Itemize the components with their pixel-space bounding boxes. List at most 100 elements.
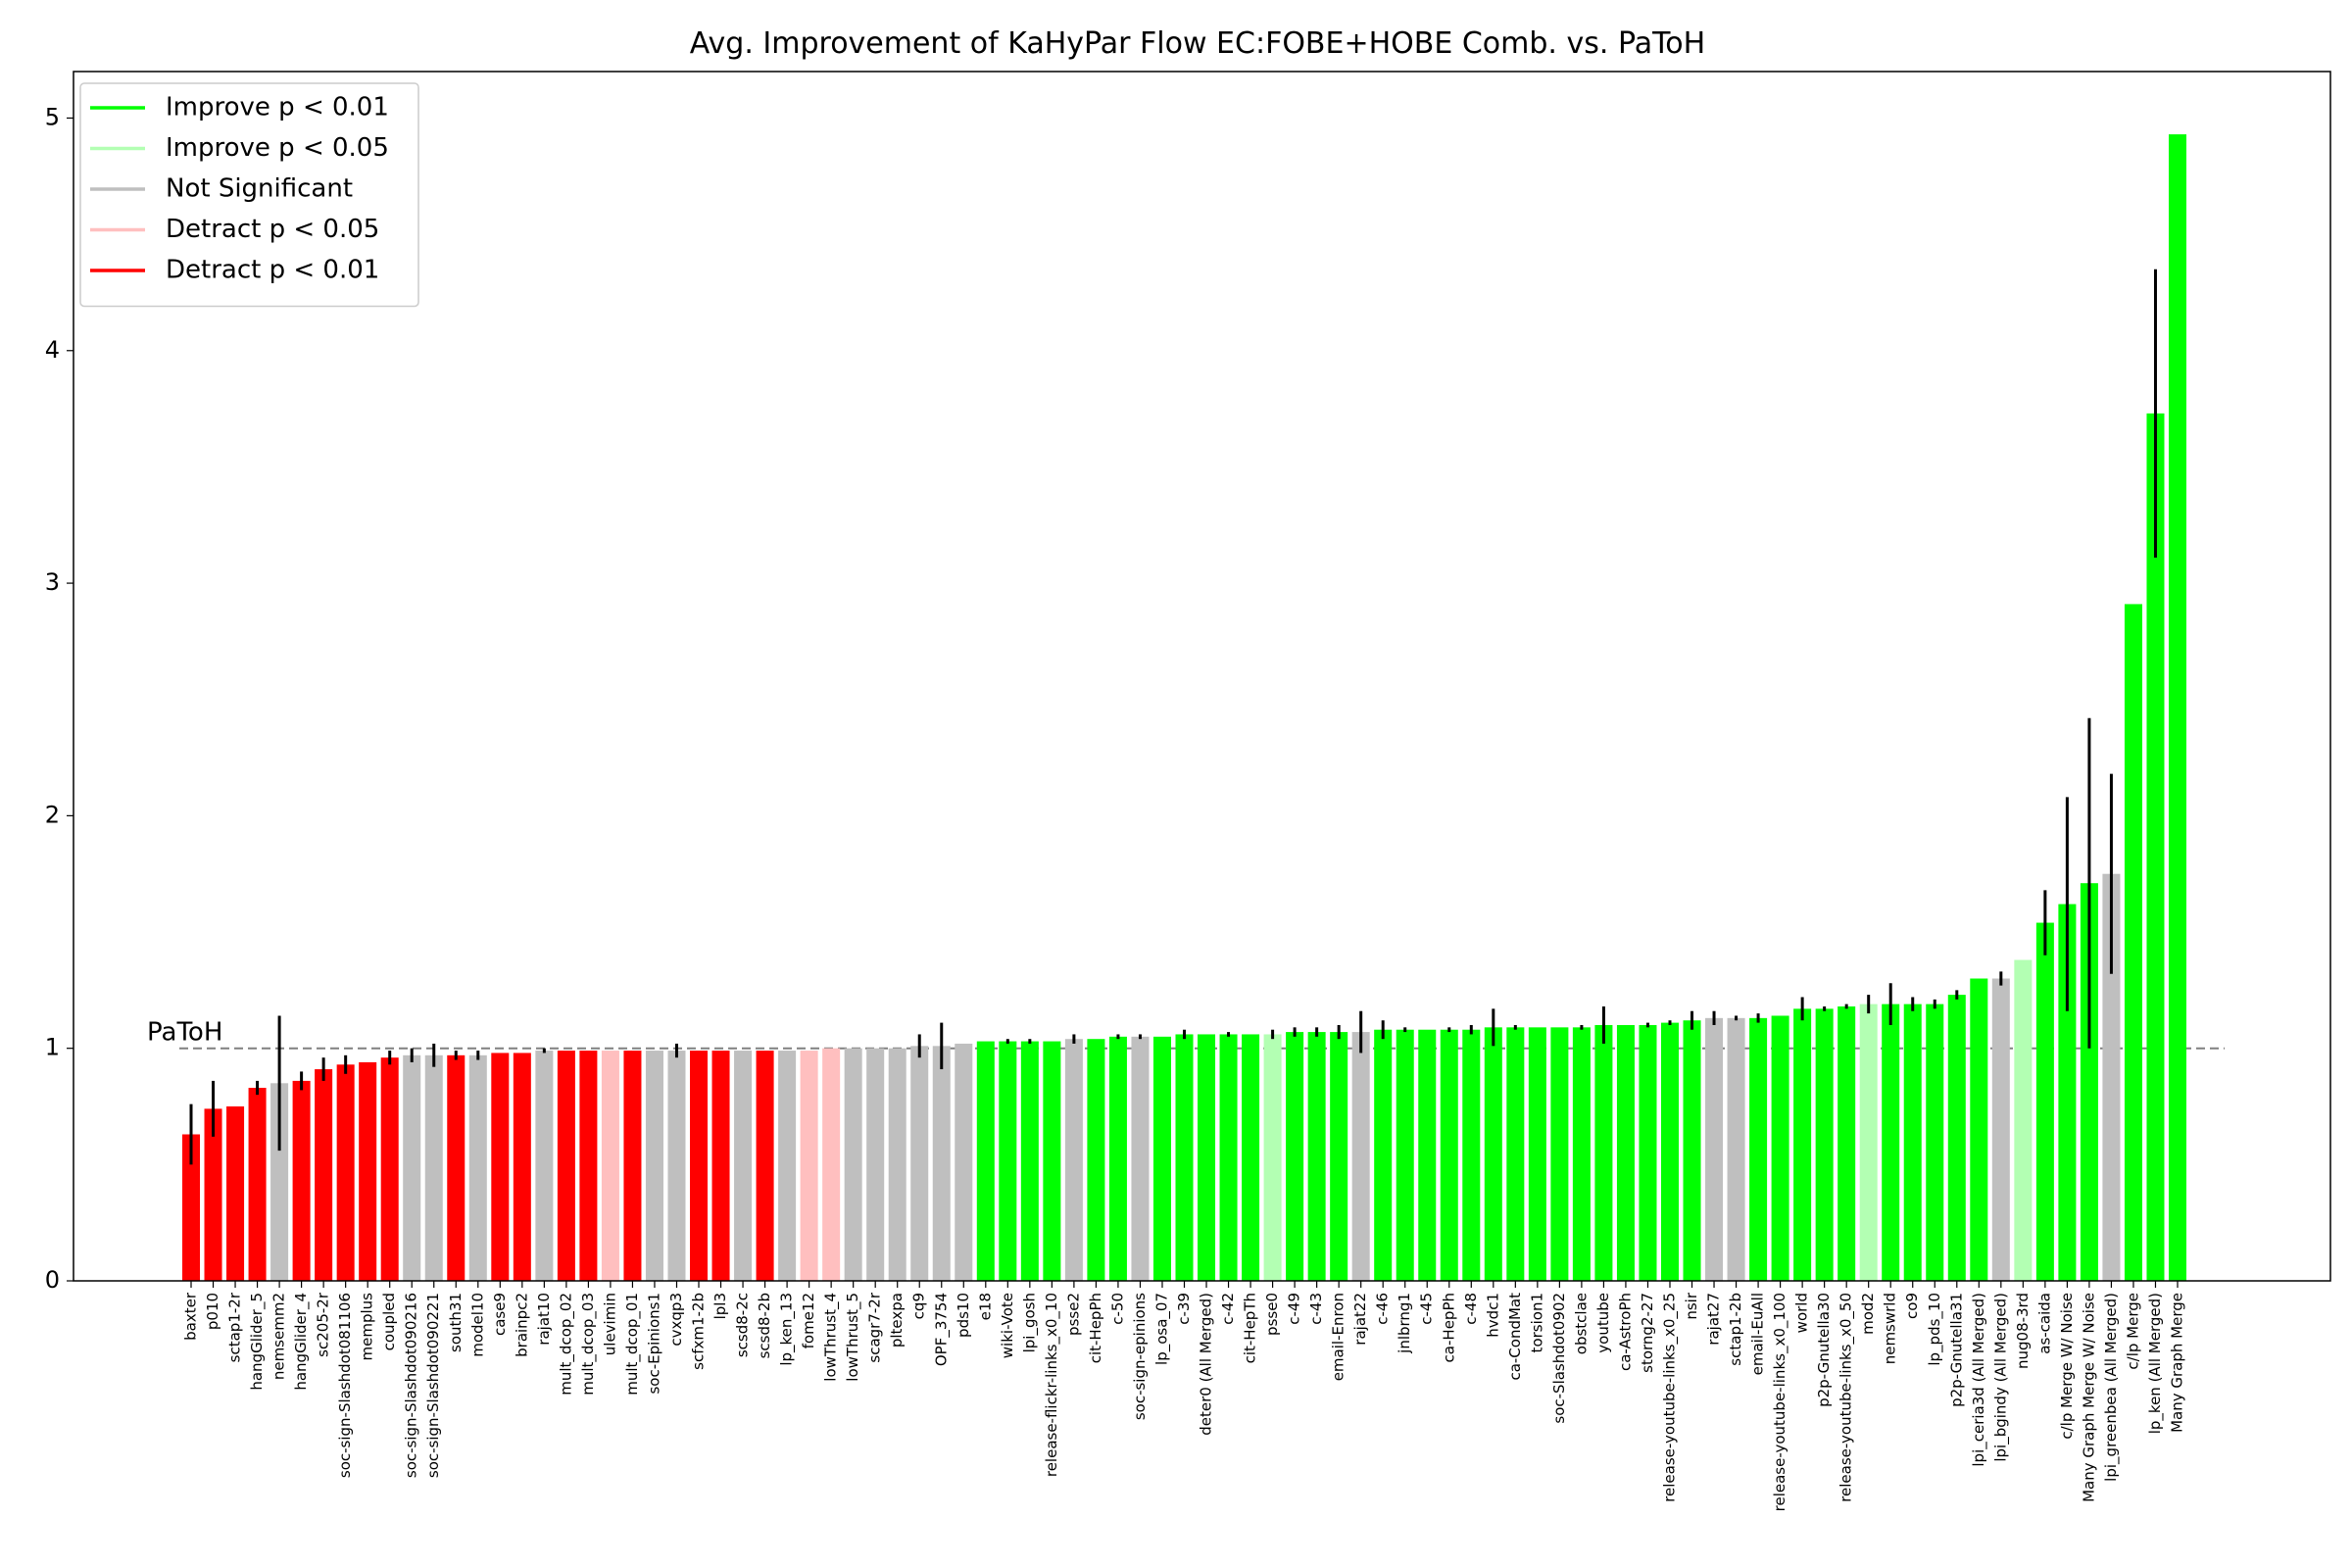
x-tick-label: cvxqp3 <box>667 1293 685 1347</box>
bar-lp-ken-all-merged <box>2146 413 2165 1282</box>
x-tick-label: storng2-27 <box>1639 1293 1656 1373</box>
bar-release-youtube-links-x0-50 <box>1838 1005 1856 1281</box>
x-tick-label: psse0 <box>1263 1293 1281 1336</box>
x-tick-label: cq9 <box>910 1293 928 1319</box>
bar-c-45 <box>1418 1029 1437 1281</box>
bar-lowthrust-5 <box>844 1048 862 1281</box>
chart-title: Avg. Improvement of KaHyPar Flow EC:FOBE… <box>690 26 1705 61</box>
x-tick-label: cit-HepPh <box>1087 1293 1104 1363</box>
x-tick-label: Many Graph Merge <box>2169 1293 2186 1433</box>
bar-nemsemm2 <box>270 1083 289 1281</box>
bar-ca-hepph <box>1440 1029 1458 1281</box>
x-tick-label: case9 <box>491 1293 509 1336</box>
x-tick-label: mult_dcop_03 <box>579 1293 598 1396</box>
bar-c-46 <box>1374 1029 1393 1281</box>
x-tick-label: p010 <box>204 1293 221 1330</box>
x-tick-label: pltexpa <box>888 1293 906 1348</box>
bar-p2p-gnutella31 <box>1947 995 1966 1281</box>
x-tick-label: rajat27 <box>1705 1293 1723 1346</box>
y-tick-label: 4 <box>45 336 60 364</box>
x-tick-label: hangGlider_4 <box>292 1293 311 1391</box>
x-tick-label: wiki-Vote <box>999 1293 1016 1358</box>
bar-rajat27 <box>1705 1017 1724 1281</box>
bar-coupled <box>380 1057 399 1281</box>
y-tick-label: 3 <box>45 568 60 596</box>
bar-memplus <box>359 1061 377 1281</box>
x-tick-label: lpi_ceria3d (All Merged) <box>1970 1293 1988 1467</box>
bar-hangglider-5 <box>248 1088 267 1281</box>
error-bars-group <box>189 269 2157 1165</box>
y-tick-label: 2 <box>45 801 60 828</box>
x-tick-label: sctap1-2r <box>226 1292 244 1362</box>
x-tick-label: p2p-Gnutella31 <box>1947 1293 1965 1407</box>
bar-psse2 <box>1064 1039 1083 1281</box>
bar-e18 <box>976 1041 995 1281</box>
x-tick-label: Many Graph Merge W/ Noise <box>2080 1293 2097 1502</box>
bar-p2p-gnutella30 <box>1815 1008 1834 1281</box>
bar-release-youtube-links-x0-25 <box>1660 1022 1679 1281</box>
x-tick-label: c/lp Merge W/ Noise <box>2058 1293 2076 1440</box>
x-tick-label: lp_ken (All Merged) <box>2146 1293 2165 1434</box>
bar-hvdc1 <box>1484 1027 1502 1281</box>
bar-c-49 <box>1286 1032 1304 1281</box>
bar-psse0 <box>1263 1034 1282 1281</box>
bar-pds10 <box>955 1043 973 1281</box>
bar-sctap1-2r <box>226 1106 245 1281</box>
x-tick-label: soc-sign-Slashdot081106 <box>336 1293 354 1478</box>
x-tick-label: mult_dcop_01 <box>623 1293 642 1396</box>
x-tick-label: ulevimin <box>601 1293 618 1355</box>
bar-baxter <box>181 1134 201 1281</box>
bar-sc205-2r <box>315 1069 333 1281</box>
x-tick-label: lp_ken_13 <box>778 1293 797 1366</box>
x-tick-label: scsd8-2b <box>756 1293 773 1358</box>
bar-co9 <box>1903 1004 1922 1281</box>
bar-release-flickr-links-x0-10 <box>1043 1041 1061 1281</box>
bar-deter0-all-merged <box>1198 1034 1216 1281</box>
x-tick-label: mod2 <box>1859 1293 1877 1335</box>
bar-soc-sign-slashdot081106 <box>336 1064 355 1281</box>
x-tick-label: c/lp Merge <box>2124 1293 2141 1370</box>
bar-storng2-27 <box>1639 1024 1657 1281</box>
bar-release-youtube-links-x0-100 <box>1771 1015 1789 1281</box>
x-tick-label: c-50 <box>1108 1293 1126 1325</box>
x-tick-label: release-flickr-links_x0_10 <box>1043 1293 1061 1477</box>
x-tick-label: hvdc1 <box>1484 1293 1501 1338</box>
x-tick-label: lp_pds_10 <box>1926 1293 1944 1366</box>
x-tick-label: c-48 <box>1462 1293 1480 1325</box>
x-tick-label: lp_osa_07 <box>1152 1293 1171 1365</box>
bar-ca-astroph <box>1616 1024 1635 1281</box>
x-tick-label: email-Enron <box>1330 1293 1348 1381</box>
bar-soc-sign-slashdot090216 <box>403 1054 421 1281</box>
x-tick-label: model10 <box>468 1293 486 1357</box>
bar-world <box>1793 1008 1812 1281</box>
bar-rajat22 <box>1351 1032 1370 1281</box>
bar-p010 <box>204 1108 222 1281</box>
bar-lp-pds-10 <box>1926 1004 1944 1281</box>
bar-lp-osa-07 <box>1152 1036 1171 1281</box>
x-tick-label: soc-Epinions1 <box>645 1293 662 1395</box>
bar-pltexpa <box>888 1048 906 1281</box>
x-tick-label: c-43 <box>1307 1293 1325 1325</box>
bar-brainpc2 <box>513 1053 531 1281</box>
x-tick-label: baxter <box>182 1292 200 1341</box>
bar-lowthrust-4 <box>822 1048 841 1281</box>
x-tick-label: c-46 <box>1374 1293 1392 1325</box>
x-tick-label: jnlbrng1 <box>1396 1293 1413 1354</box>
x-tick-label: c-49 <box>1286 1293 1303 1325</box>
bar-soc-slashdot0902 <box>1550 1027 1569 1281</box>
x-tick-label: release-youtube-links_x0_50 <box>1838 1293 1856 1502</box>
x-tick-label: world <box>1793 1293 1811 1333</box>
x-tick-label: soc-sign-epinions <box>1131 1293 1149 1420</box>
x-tick-label: OPF_3754 <box>932 1293 951 1366</box>
bar-c-42 <box>1219 1034 1238 1281</box>
bar-cit-hepph <box>1087 1039 1105 1281</box>
x-tick-label: email-EuAll <box>1749 1293 1767 1375</box>
bar-c-39 <box>1175 1034 1194 1281</box>
x-tick-label: south31 <box>447 1293 465 1352</box>
bar-mult-dcop-02 <box>557 1051 575 1281</box>
x-tick-label: torsion1 <box>1528 1293 1545 1352</box>
bar-torsion1 <box>1528 1027 1546 1281</box>
x-tick-label: lowThrust_4 <box>822 1293 841 1382</box>
x-tick-label: nsir <box>1683 1292 1700 1319</box>
x-tick-label: ca-AstroPh <box>1616 1293 1634 1371</box>
